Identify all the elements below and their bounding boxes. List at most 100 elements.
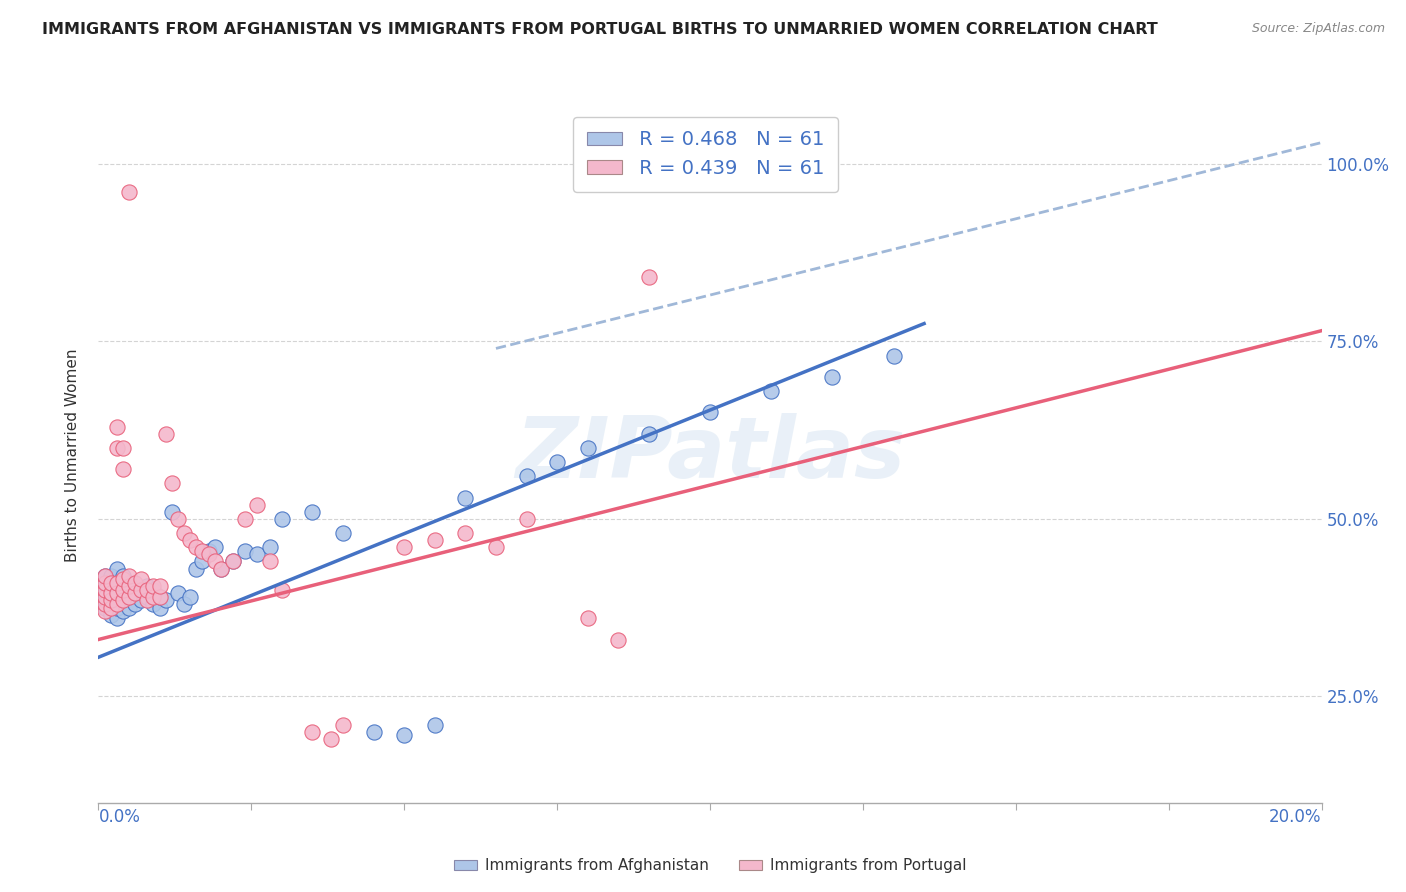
Point [105, 586, 128, 600]
Point [118, 575, 141, 590]
Point [100, 593, 122, 607]
Point [111, 582, 134, 597]
Point [167, 512, 190, 526]
Point [209, 561, 232, 575]
Point [105, 590, 128, 604]
Point [516, 469, 538, 483]
Point [111, 582, 134, 597]
Point [173, 597, 195, 611]
Point [319, 731, 342, 746]
Point [332, 526, 354, 541]
Point [118, 186, 141, 200]
Text: ZIPatlas: ZIPatlas [515, 413, 905, 497]
Legend: Immigrants from Afghanistan, Immigrants from Portugal: Immigrants from Afghanistan, Immigrants … [449, 852, 972, 880]
Point [233, 512, 256, 526]
Point [136, 590, 159, 604]
Text: Source: ZipAtlas.com: Source: ZipAtlas.com [1251, 22, 1385, 36]
Point [179, 590, 201, 604]
Point [100, 597, 122, 611]
Point [637, 270, 661, 285]
Point [118, 579, 141, 593]
Point [167, 586, 190, 600]
Y-axis label: Births to Unmarried Women: Births to Unmarried Women [65, 348, 80, 562]
Point [209, 561, 232, 575]
Point [197, 547, 219, 561]
Point [637, 426, 661, 441]
Point [124, 575, 146, 590]
Point [546, 455, 568, 469]
Point [155, 593, 177, 607]
Point [100, 568, 122, 582]
Point [93, 582, 115, 597]
Point [155, 426, 177, 441]
Point [124, 586, 146, 600]
Point [100, 582, 122, 597]
Point [136, 593, 159, 607]
Point [118, 568, 141, 582]
Point [100, 590, 122, 604]
Point [204, 554, 226, 568]
Point [186, 540, 208, 554]
Point [423, 533, 446, 548]
Point [118, 590, 141, 604]
Point [821, 369, 844, 384]
Point [142, 579, 165, 593]
Point [111, 593, 134, 607]
Point [246, 498, 269, 512]
Point [392, 540, 416, 554]
Point [301, 724, 323, 739]
Point [93, 604, 115, 618]
Point [637, 157, 661, 171]
Point [270, 512, 292, 526]
Point [485, 540, 508, 554]
Point [93, 597, 115, 611]
Point [129, 593, 152, 607]
Point [111, 568, 134, 582]
Point [105, 441, 128, 455]
Point [699, 405, 721, 419]
Point [93, 575, 115, 590]
Point [100, 575, 122, 590]
Point [576, 611, 599, 625]
Point [392, 728, 416, 742]
Point [363, 724, 385, 739]
Point [142, 582, 165, 597]
Point [607, 632, 630, 647]
Point [105, 611, 128, 625]
Point [118, 600, 141, 615]
Point [105, 597, 128, 611]
Point [111, 441, 134, 455]
Point [93, 590, 115, 604]
Point [105, 561, 128, 575]
Point [149, 590, 172, 604]
Point [129, 582, 152, 597]
Point [93, 593, 115, 607]
Point [111, 593, 134, 607]
Point [136, 582, 159, 597]
Point [149, 579, 172, 593]
Point [100, 607, 122, 622]
Point [259, 540, 281, 554]
Point [105, 575, 128, 590]
Point [204, 540, 226, 554]
Point [118, 590, 141, 604]
Point [111, 572, 134, 586]
Point [111, 604, 134, 618]
Point [105, 575, 128, 590]
Point [160, 476, 183, 491]
Point [197, 543, 219, 558]
Point [186, 561, 208, 575]
Point [93, 600, 115, 615]
Text: 20.0%: 20.0% [1270, 808, 1322, 827]
Point [149, 600, 172, 615]
Point [124, 586, 146, 600]
Point [129, 582, 152, 597]
Point [105, 419, 128, 434]
Point [179, 533, 201, 548]
Point [516, 512, 538, 526]
Point [222, 554, 245, 568]
Point [142, 590, 165, 604]
Point [576, 441, 599, 455]
Point [93, 575, 115, 590]
Point [173, 526, 195, 541]
